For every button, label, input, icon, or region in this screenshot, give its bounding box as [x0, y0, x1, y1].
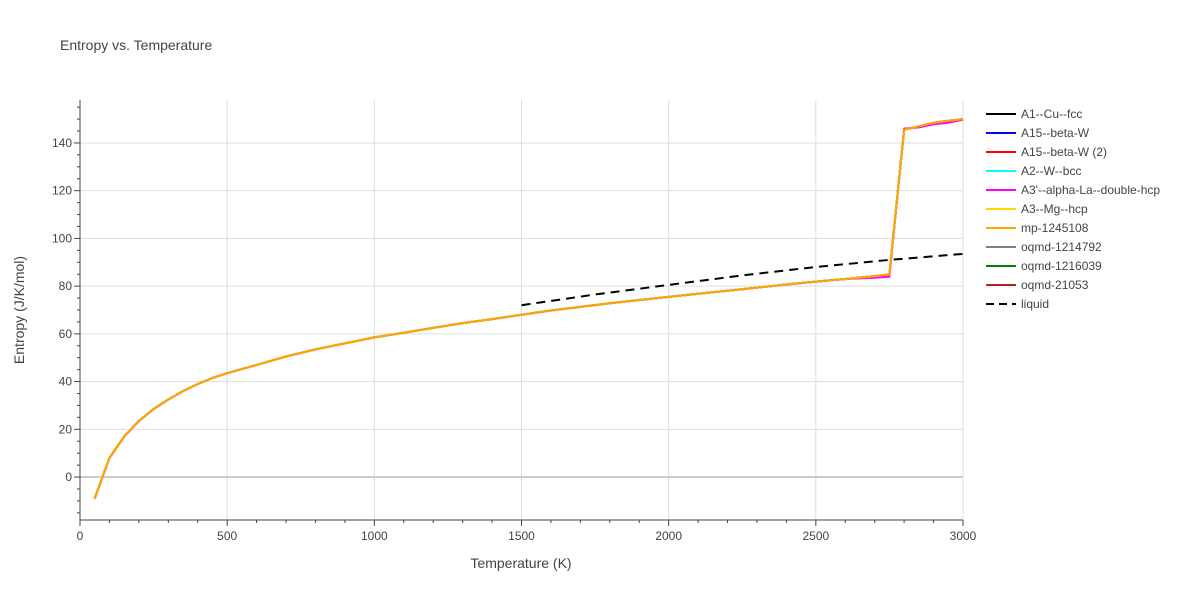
- x-axis-title: Temperature (K): [470, 555, 571, 571]
- x-tick-label: 3000: [950, 529, 977, 543]
- series-lines: [93, 118, 964, 499]
- series-line: [93, 118, 964, 499]
- x-tick-label: 500: [217, 529, 237, 543]
- series-line: [93, 118, 964, 499]
- x-tick-label: 1000: [361, 529, 388, 543]
- grid: [80, 100, 964, 520]
- x-tick-label: 0: [77, 529, 84, 543]
- legend-label: A15--beta-W (2): [1021, 145, 1107, 159]
- y-tick-label: 120: [52, 184, 72, 198]
- series-line: [93, 118, 964, 499]
- y-tick-label: 80: [59, 279, 73, 293]
- y-tick-label: 140: [52, 136, 72, 150]
- legend-label: liquid: [1021, 297, 1049, 311]
- y-tick-label: 0: [65, 470, 72, 484]
- series-line: [93, 118, 964, 499]
- legend-label: oqmd-21053: [1021, 278, 1089, 292]
- y-axis-title: Entropy (J/K/mol): [11, 256, 27, 364]
- legend-label: oqmd-1216039: [1021, 259, 1102, 273]
- series-line: [93, 118, 964, 499]
- legend-label: A3'--alpha-La--double-hcp: [1021, 183, 1160, 197]
- legend: A1--Cu--fcc A15--beta-W A15--beta-W (2) A2-…: [986, 107, 1160, 311]
- y-tick-label: 60: [59, 327, 73, 341]
- y-tick-label: 20: [59, 422, 73, 436]
- legend-label: mp-1245108: [1021, 221, 1089, 235]
- series-line: [93, 118, 964, 499]
- axes: 0 500 1000 1500 2000 2500 3000 0 20 40 60 80 100 120 1…: [52, 100, 977, 543]
- x-tick-label: 2000: [655, 529, 682, 543]
- y-tick-label: 100: [52, 231, 72, 245]
- x-tick-label: 1500: [508, 529, 535, 543]
- series-line: [521, 252, 964, 307]
- legend-label: A2--W--bcc: [1021, 164, 1081, 178]
- y-tick-label: 40: [59, 375, 73, 389]
- chart-title: Entropy vs. Temperature: [60, 37, 212, 53]
- legend-label: oqmd-1214792: [1021, 240, 1102, 254]
- legend-label: A1--Cu--fcc: [1021, 107, 1082, 121]
- x-tick-label: 2500: [802, 529, 829, 543]
- legend-label: A3--Mg--hcp: [1021, 202, 1088, 216]
- series-line: [93, 118, 964, 499]
- legend-label: A15--beta-W: [1021, 126, 1090, 140]
